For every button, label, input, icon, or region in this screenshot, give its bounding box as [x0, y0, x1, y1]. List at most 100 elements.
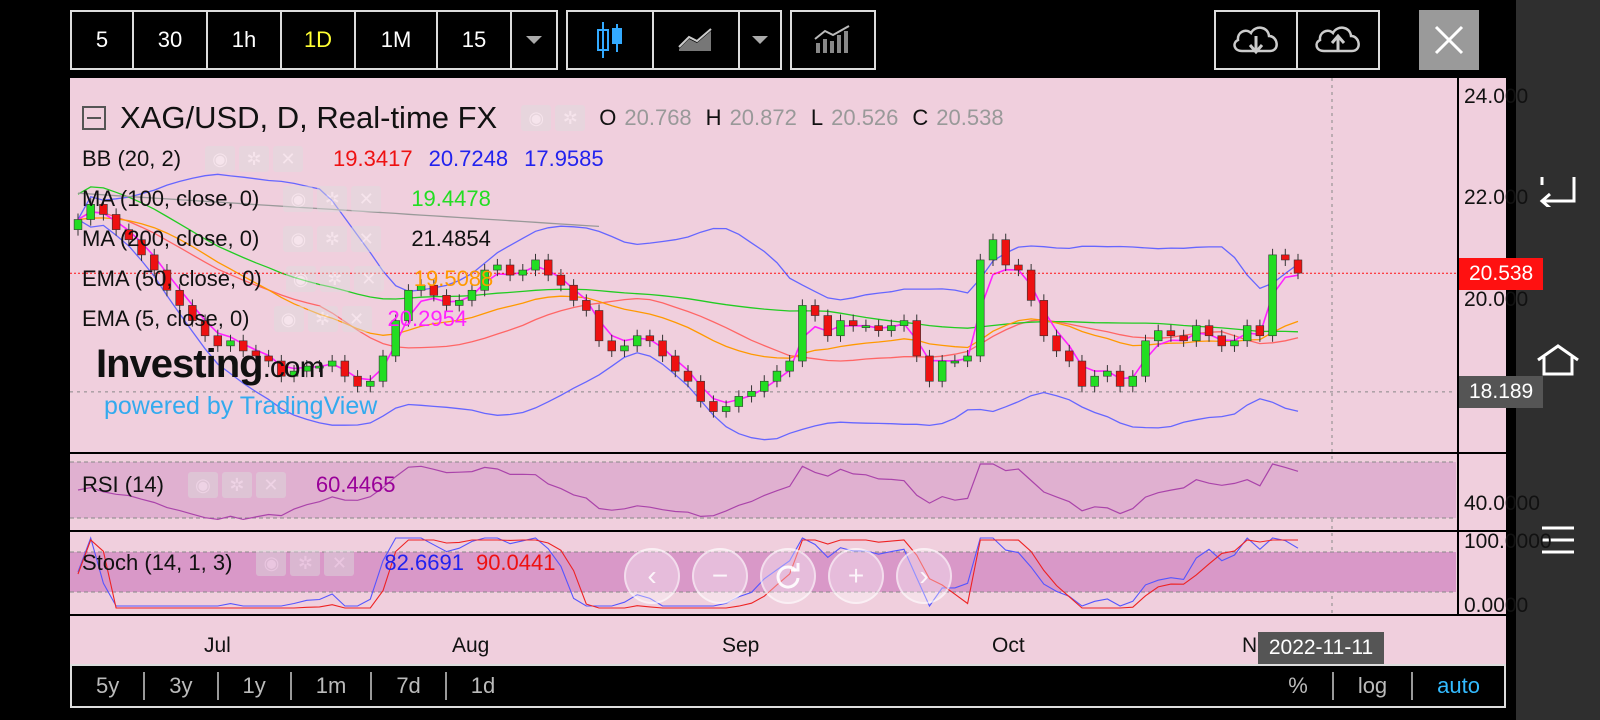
candle-body-down	[810, 305, 820, 316]
interval-1m-button[interactable]: 1M	[356, 12, 438, 68]
candle-body-up	[632, 335, 642, 347]
close-icon[interactable]: ✕	[324, 550, 355, 576]
candle	[544, 253, 553, 282]
scroll-right-button[interactable]: ›	[896, 548, 952, 604]
close-icon[interactable]: ✕	[353, 266, 384, 292]
bb-basis-value: 19.3417	[333, 146, 413, 171]
candle-body-down	[99, 204, 108, 215]
candle	[200, 314, 210, 342]
candle-body-down	[569, 284, 578, 301]
zoom-in-button[interactable]: +	[828, 548, 884, 604]
eye-icon[interactable]: ◉	[521, 105, 552, 131]
close-icon[interactable]: ✕	[273, 146, 304, 172]
candle-body-down	[442, 295, 451, 306]
eye-icon[interactable]: ◉	[283, 186, 314, 212]
candle	[709, 395, 718, 418]
collapse-icon[interactable]	[82, 106, 106, 130]
candle	[315, 360, 324, 373]
candle	[505, 258, 515, 282]
candle	[340, 354, 350, 383]
candle	[683, 365, 693, 388]
candle-body-up	[772, 370, 782, 382]
menu-icon	[1542, 526, 1574, 554]
eye-icon[interactable]: ◉	[285, 266, 316, 292]
main-panel-divider[interactable]	[70, 452, 1506, 454]
candle-body-down	[111, 214, 121, 230]
gear-icon[interactable]: ✲	[221, 472, 252, 498]
cloud-download-button[interactable]	[1216, 12, 1298, 68]
candle-body-down	[658, 340, 667, 357]
chart-canvas[interactable]	[70, 78, 1506, 664]
candle-body-down	[1166, 330, 1176, 337]
candle-body-down	[544, 259, 553, 276]
eye-icon[interactable]: ◉	[256, 550, 287, 576]
candle-body-down	[1065, 350, 1074, 362]
chart-type-dropdown-button[interactable]	[740, 12, 780, 68]
home-nav-button[interactable]	[1532, 338, 1584, 382]
line-chart-button[interactable]	[654, 12, 740, 68]
gear-icon[interactable]: ✲	[290, 550, 321, 576]
candle-body-down	[124, 229, 134, 241]
range-1m-button[interactable]: 1m	[292, 672, 373, 700]
interval-1d-button[interactable]: 1D	[282, 12, 356, 68]
candle-body-down	[277, 360, 286, 377]
range-1d-button[interactable]: 1d	[470, 673, 496, 698]
menu-nav-button[interactable]	[1532, 518, 1584, 562]
cloud-upload-button[interactable]	[1298, 12, 1378, 68]
gear-icon[interactable]: ✲	[317, 186, 348, 212]
back-nav-button[interactable]	[1532, 168, 1584, 212]
candle	[1255, 319, 1265, 342]
interval-15-button[interactable]: 15	[438, 12, 512, 68]
eye-icon[interactable]: ◉	[283, 226, 314, 252]
gear-icon[interactable]: ✲	[239, 146, 270, 172]
gear-icon[interactable]: ✲	[317, 226, 348, 252]
interval-30-button[interactable]: 30	[134, 12, 208, 68]
candlestick-button[interactable]	[568, 12, 654, 68]
close-icon[interactable]: ✕	[341, 306, 372, 332]
crosshair-date-tag: 2022-11-11	[1258, 632, 1384, 664]
interval-dropdown-button[interactable]	[512, 12, 556, 68]
interval-5-button[interactable]: 5	[72, 12, 134, 68]
range-1y-button[interactable]: 1y	[219, 672, 292, 700]
rsi-panel-divider[interactable]	[70, 530, 1506, 532]
close-icon[interactable]: ✕	[351, 186, 382, 212]
close-button[interactable]	[1419, 10, 1479, 70]
candle	[1268, 248, 1277, 342]
candle-body-down	[353, 375, 362, 387]
range-3y-button[interactable]: 3y	[145, 672, 219, 700]
zoom-out-button[interactable]: −	[692, 548, 748, 604]
candle-body-up	[861, 325, 871, 328]
candle-body-up	[378, 355, 388, 382]
reset-zoom-button[interactable]	[760, 548, 816, 604]
candle	[569, 279, 578, 307]
candle-body-up	[836, 320, 845, 337]
close-icon[interactable]: ✕	[255, 472, 286, 498]
eye-icon[interactable]: ◉	[205, 146, 236, 172]
stoch-k-line	[77, 536, 1299, 608]
scroll-left-button[interactable]: ‹	[624, 548, 680, 604]
candle	[645, 329, 655, 347]
candle	[455, 294, 464, 312]
percent-scale-button[interactable]: %	[1264, 672, 1334, 700]
candle-body-down	[696, 380, 705, 402]
time-label-sep: Sep	[722, 634, 760, 657]
indicators-button[interactable]	[792, 12, 874, 68]
interval-1h-button[interactable]: 1h	[208, 12, 282, 68]
close-icon[interactable]: ✕	[351, 226, 382, 252]
candle-body-down	[823, 315, 832, 337]
auto-scale-button[interactable]: auto	[1437, 673, 1480, 698]
candle	[429, 279, 439, 302]
eye-icon[interactable]: ◉	[187, 472, 218, 498]
gear-icon[interactable]: ✲	[319, 266, 350, 292]
system-nav-bar	[1516, 0, 1600, 720]
range-7d-button[interactable]: 7d	[372, 672, 447, 700]
range-5y-button[interactable]: 5y	[72, 672, 146, 700]
gear-icon[interactable]: ✲	[307, 306, 338, 332]
eye-icon[interactable]: ◉	[273, 306, 304, 332]
candle-body-up	[327, 360, 337, 367]
log-scale-button[interactable]: log	[1334, 672, 1414, 700]
gear-icon[interactable]: ✲	[555, 105, 586, 131]
logo-suffix: .com	[262, 351, 325, 384]
candle-body-up	[416, 284, 426, 291]
logo-brand: Investing	[96, 342, 264, 386]
